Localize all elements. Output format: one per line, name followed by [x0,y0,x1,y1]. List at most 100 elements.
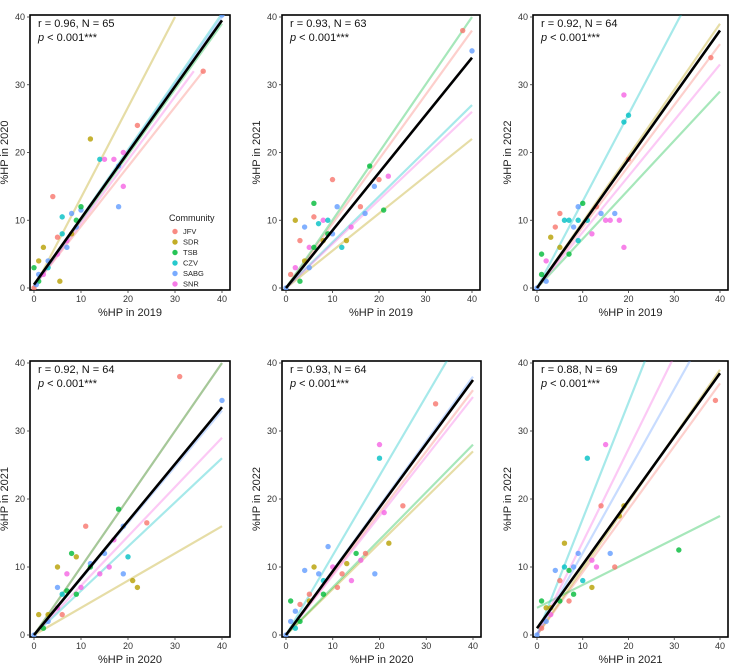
y-tick-label: 10 [15,215,25,225]
point-sabg [543,618,549,625]
point-sdr [344,560,350,567]
point-tsb [566,251,572,257]
point-snr [602,441,609,448]
point-tsb [538,251,545,257]
point-jfv [287,271,294,278]
stat-p-symbol: p [289,378,296,390]
x-tick-label: 30 [421,641,431,651]
point-jfv [50,193,56,200]
y-axis-label: %HP in 2020 [0,120,11,184]
point-sabg [68,210,75,217]
y-tick-label: 20 [267,148,277,158]
point-snr [621,244,627,251]
fit-line-tsb [285,16,473,289]
point-jfv [306,591,313,597]
y-tick-label: 20 [267,494,277,504]
y-tick-label: 30 [267,426,277,436]
stat-p-symbol: p [540,378,547,390]
y-tick-label: 40 [15,12,25,22]
x-axis-label: %HP in 2020 [349,654,413,666]
x-tick-label: 30 [170,641,180,651]
fit-line-czv [33,457,223,636]
legend-label-snr: SNR [183,280,199,289]
point-czv [561,217,568,223]
stat-p-threshold: < 0.001*** [44,378,98,390]
point-sabg [54,584,61,591]
stat-pvalue: p < 0.001*** [37,378,98,390]
point-sabg [316,571,322,577]
y-axis-label: %HP in 2022 [502,467,514,531]
point-sdr [557,244,563,251]
x-tick-label: 0 [534,294,539,304]
fit-line-snr [536,361,674,636]
x-axis-label: %HP in 2021 [598,654,662,666]
y-axis-label: %HP in 2022 [502,120,514,184]
point-tsb [566,567,572,574]
point-snr [593,564,600,570]
overall-fit-line [284,56,474,289]
point-snr [120,183,127,190]
point-sabg [575,204,581,210]
x-axis-label: %HP in 2019 [349,307,413,319]
point-sabg [287,618,294,625]
y-axis-label: %HP in 2021 [0,467,11,531]
point-sabg [717,354,722,359]
point-sdr [73,554,80,560]
point-tsb [380,207,387,213]
plot-area [534,354,722,637]
point-sabg [120,571,127,577]
y-tick-label: 30 [15,80,25,90]
stat-p-threshold: < 0.001*** [296,378,350,390]
point-czv [625,112,632,118]
legend-label-sdr: SDR [183,238,199,247]
y-axis-label: %HP in 2021 [251,120,263,184]
point-snr [78,584,84,591]
x-tick-label: 40 [217,294,227,304]
point-czv [575,217,581,223]
point-sabg [371,183,378,190]
y-tick-label: 20 [15,148,25,158]
point-jfv [311,214,317,220]
x-tick-label: 20 [623,294,633,304]
point-tsb [580,200,586,207]
fit-line-snr [536,63,721,289]
point-sabg [306,264,312,271]
x-tick-label: 40 [468,641,478,651]
plot-area [283,16,475,290]
point-snr [320,217,326,223]
stat-p-threshold: < 0.001*** [547,32,601,44]
point-sabg [325,543,331,550]
legend-title: Community [169,213,215,223]
point-snr [607,217,613,223]
x-axis-label: %HP in 2019 [598,307,662,319]
x-tick-label: 10 [76,641,86,651]
y-tick-label: 30 [518,426,528,436]
point-jfv [334,584,341,591]
point-tsb [297,278,303,284]
point-sabg [534,632,540,637]
point-sdr [543,605,549,611]
point-sdr [130,577,136,584]
fit-line-jfv [536,382,721,636]
point-czv [292,625,299,631]
x-tick-label: 20 [374,294,384,304]
legend-label-jfv: JFV [183,227,196,236]
fit-line-snr [285,111,473,289]
stat-p-symbol: p [540,32,547,44]
x-tick-label: 0 [31,641,36,651]
panel-4: 00 10 10 20 20 30 30 40 40 %HP in 2020 %HP in 2021… [0,358,231,666]
stat-correlation: r = 0.96, N = 65 [38,18,114,30]
point-jfv [357,204,364,210]
point-sabg [717,8,722,13]
legend-swatch-snr [172,281,178,287]
x-tick-label: 30 [170,294,180,304]
point-snr [621,92,627,98]
stat-correlation: r = 0.88, N = 69 [541,364,617,376]
point-jfv [329,176,336,183]
stat-pvalue: p < 0.001*** [289,32,350,44]
point-tsb [353,550,359,557]
panel-border [281,14,481,291]
point-snr [385,173,391,179]
x-tick-label: 20 [374,641,384,651]
point-sabg [301,224,308,230]
